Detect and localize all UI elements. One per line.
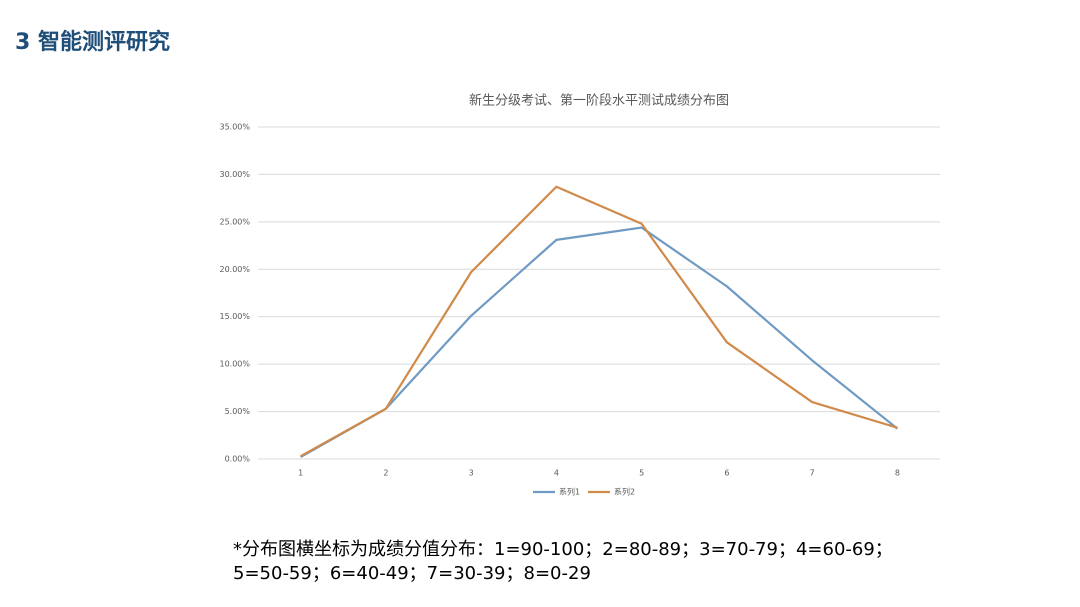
series-line	[300, 226, 899, 459]
series-line	[300, 185, 898, 458]
legend-label: 系列1	[559, 487, 580, 497]
x-tick-label: 8	[895, 469, 900, 478]
x-tick-label: 7	[810, 469, 815, 478]
chart-title: 新生分级考试、第一阶段水平测试成绩分布图	[469, 93, 729, 109]
x-tick-label: 6	[724, 469, 729, 478]
y-tick-label: 35.00%	[219, 123, 250, 132]
x-tick-label: 1	[298, 469, 303, 478]
x-tick-label: 3	[469, 469, 474, 478]
x-tick-label: 2	[383, 469, 388, 478]
slide-title: 3 智能测评研究	[15, 29, 170, 55]
footnote: 5=50-59；6=40-49；7=30-39；8=0-29	[233, 563, 591, 584]
y-tick-label: 30.00%	[219, 170, 250, 179]
legend-label: 系列2	[614, 487, 635, 497]
y-tick-label: 15.00%	[219, 312, 250, 321]
y-tick-label: 0.00%	[225, 455, 251, 464]
y-tick-label: 10.00%	[219, 360, 250, 369]
x-tick-label: 5	[639, 469, 644, 478]
y-tick-label: 20.00%	[219, 265, 250, 274]
footnote: *分布图横坐标为成绩分值分布：1=90-100；2=80-89；3=70-79；…	[233, 539, 893, 560]
y-tick-label: 5.00%	[225, 407, 251, 416]
x-tick-label: 4	[554, 469, 559, 478]
y-tick-label: 25.00%	[219, 217, 250, 226]
